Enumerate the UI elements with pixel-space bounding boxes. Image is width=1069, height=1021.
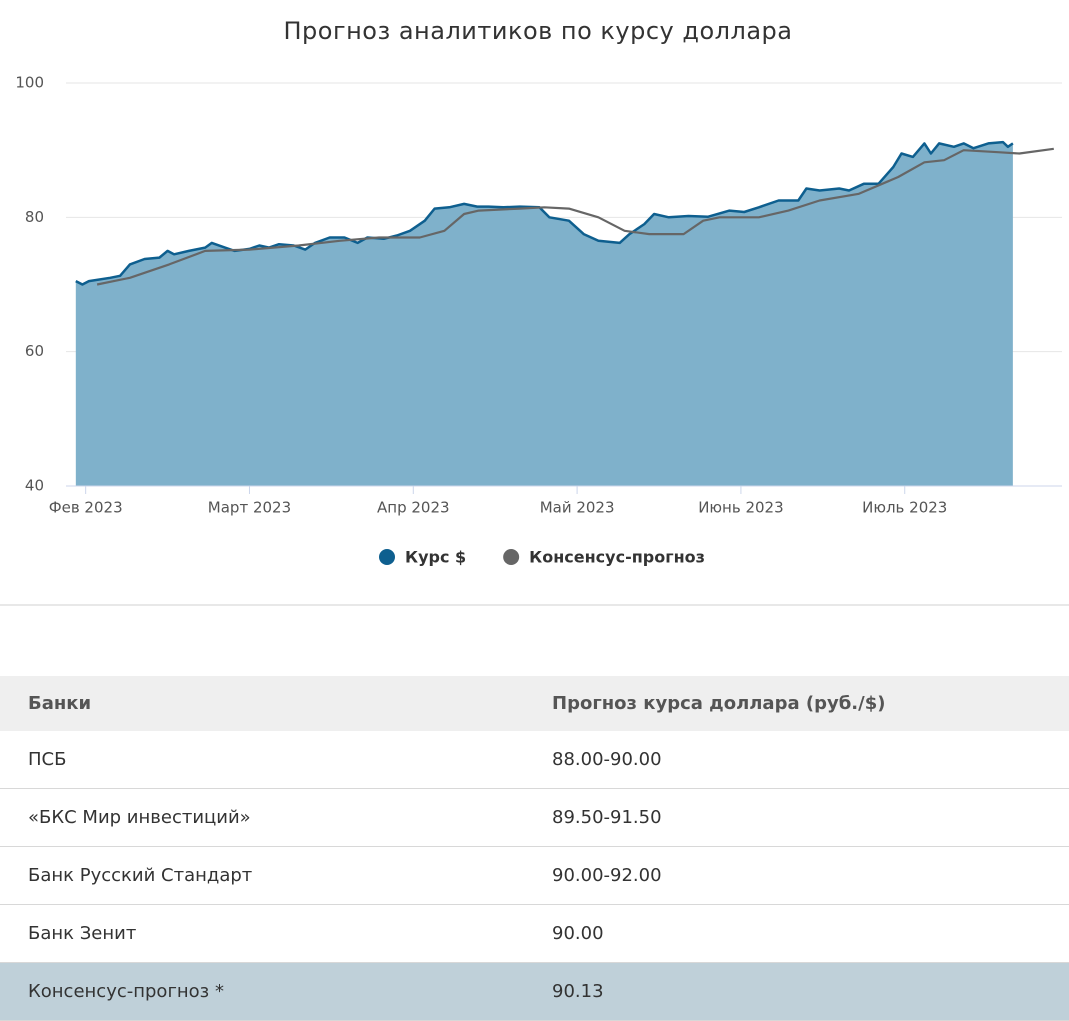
table-row: Консенсус-прогноз * 90.13 xyxy=(0,962,1069,1021)
table-cell: 90.00-92.00 xyxy=(538,846,1069,905)
header-cell: Прогноз курса доллара (руб./$) xyxy=(538,676,1069,731)
y-tick-label: 100 xyxy=(15,74,44,92)
table-cell: 90.00 xyxy=(538,904,1069,963)
y-tick-label: 80 xyxy=(25,208,44,226)
table-cell: «БКС Мир инвестиций» xyxy=(0,788,538,847)
table-body: ПСБ 88.00-90.00 «БКС Мир инвестиций» 89.50-… xyxy=(0,731,1069,1021)
x-tick-label: Июнь 2023 xyxy=(698,499,783,517)
area xyxy=(75,142,1013,486)
x-tick-label: Апр 2023 xyxy=(377,499,450,517)
x-tick-label: Май 2023 xyxy=(540,499,615,517)
separator xyxy=(0,604,1069,606)
table-cell: 89.50-91.50 xyxy=(538,788,1069,847)
table-row: Банк Зенит 90.00 xyxy=(0,904,1069,963)
x-tick-label: Март 2023 xyxy=(208,499,291,517)
table-cell: 90.13 xyxy=(538,962,1069,1021)
table-cell: Банк Русский Стандарт xyxy=(0,846,538,905)
x-tick-label: Июль 2023 xyxy=(862,499,947,517)
chart-title: Прогноз аналитиков по курсу доллара xyxy=(284,17,793,45)
y-tick-label: 60 xyxy=(25,342,44,360)
chart: Прогноз аналитиков по курсу доллара 40 60… xyxy=(15,17,1062,567)
legend-marker xyxy=(379,549,395,565)
table-row: Банк Русский Стандарт 90.00-92.00 xyxy=(0,846,1069,905)
table-row: ПСБ 88.00-90.00 xyxy=(0,731,1069,789)
forecast-table: Банки Прогноз курса доллара (руб./$) ПСБ… xyxy=(0,676,1069,1021)
line xyxy=(96,147,1054,286)
table-cell: Банк Зенит xyxy=(0,904,538,963)
line xyxy=(75,140,1014,286)
x-tick-label: Фев 2023 xyxy=(49,499,123,517)
table-cell: Консенсус-прогноз * xyxy=(0,962,538,1021)
legend-label: Консенсус-прогноз xyxy=(529,548,705,567)
table-header: Банки Прогноз курса доллара (руб./$) xyxy=(0,676,1069,731)
table-cell: ПСБ xyxy=(0,731,538,789)
header-cell: Банки xyxy=(0,676,538,731)
y-tick-label: 40 xyxy=(25,477,44,495)
legend-label: Курс $ xyxy=(405,548,466,567)
legend-marker xyxy=(503,549,520,565)
table-row: «БКС Мир инвестиций» 89.50-91.50 xyxy=(0,788,1069,847)
table-cell: 88.00-90.00 xyxy=(538,731,1069,789)
